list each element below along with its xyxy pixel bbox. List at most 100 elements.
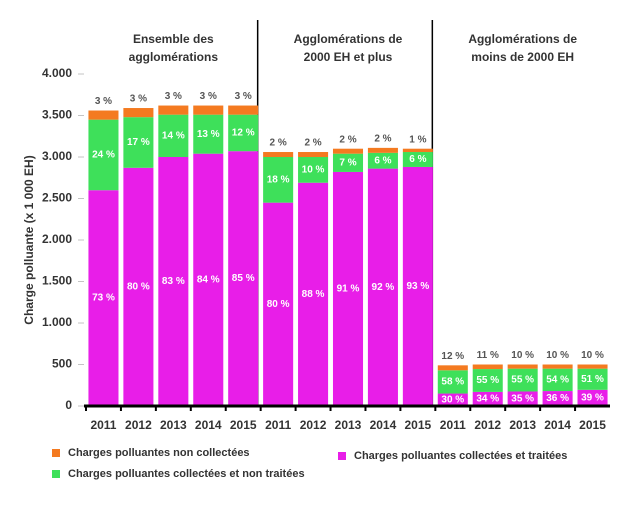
- y-tick-label: 500: [52, 357, 72, 371]
- bar-segment: [402, 166, 433, 406]
- bar-segment: [263, 152, 294, 157]
- x-tick-label: 2015: [579, 418, 606, 432]
- bar-segment: [577, 389, 608, 406]
- value-label: 36 %: [546, 393, 569, 404]
- y-tick-label: 1.500: [42, 274, 72, 288]
- value-label: 10 %: [511, 350, 534, 361]
- bar-segment: [507, 368, 538, 392]
- bar-segment: [158, 157, 189, 406]
- value-label: 18 %: [267, 174, 290, 185]
- value-label: 92 %: [372, 282, 395, 293]
- legend-swatch: [338, 452, 346, 460]
- group-label: Ensemble des: [133, 32, 214, 46]
- bar-segment: [367, 147, 398, 153]
- bar-segment: [542, 391, 573, 406]
- bar-segment: [263, 202, 294, 406]
- y-tick-label: 3.000: [42, 149, 72, 163]
- value-label: 10 %: [546, 350, 569, 361]
- value-label: 84 %: [197, 274, 220, 285]
- x-tick-label: 2013: [335, 418, 362, 432]
- x-tick-label: 2014: [370, 418, 397, 432]
- x-tick-label: 2013: [509, 418, 536, 432]
- y-tick-label: 3.500: [42, 108, 72, 122]
- x-tick-label: 2011: [440, 418, 466, 432]
- bar-segment: [158, 105, 189, 115]
- bar-segment: [472, 391, 503, 406]
- legend-swatch: [52, 449, 60, 457]
- bar-segment: [298, 182, 329, 406]
- value-label: 12 %: [232, 128, 255, 139]
- y-axis-label: Charge polluante (x 1 000 EH): [22, 155, 36, 324]
- value-label: 3 %: [200, 91, 217, 102]
- value-label: 10 %: [302, 165, 325, 176]
- value-label: 2 %: [374, 134, 391, 145]
- value-label: 54 %: [546, 374, 569, 385]
- x-tick-label: 2014: [195, 418, 222, 432]
- value-label: 11 %: [477, 350, 499, 361]
- value-label: 24 %: [92, 150, 115, 161]
- y-tick-label: 2.500: [42, 191, 72, 205]
- x-tick-label: 2013: [160, 418, 187, 432]
- y-tick-label: 1.000: [42, 315, 72, 329]
- value-label: 30 %: [441, 394, 464, 405]
- bar-segment: [123, 108, 154, 118]
- legend-label: Charges polluantes collectées et traitée…: [354, 450, 567, 462]
- bar-segment: [402, 152, 433, 167]
- value-label: 2 %: [270, 138, 287, 149]
- value-label: 10 %: [581, 350, 604, 361]
- x-tick-label: 2012: [125, 418, 152, 432]
- bar-segment: [577, 368, 608, 390]
- value-label: 80 %: [127, 282, 150, 293]
- group-label: Agglomérations de: [294, 32, 403, 46]
- bar-segment: [507, 391, 538, 406]
- value-label: 13 %: [197, 129, 220, 140]
- value-label: 83 %: [162, 276, 185, 287]
- bar-segment: [332, 153, 364, 172]
- value-label: 35 %: [511, 393, 534, 404]
- bar-segment: [158, 114, 189, 157]
- group-label: 2000 EH et plus: [304, 50, 393, 64]
- bar-segment: [472, 369, 503, 392]
- bar-segment: [123, 167, 154, 406]
- value-label: 1 %: [409, 134, 426, 145]
- value-label: 93 %: [406, 281, 429, 292]
- legend-swatch: [52, 470, 60, 478]
- bar-segment: [298, 157, 329, 183]
- value-label: 3 %: [130, 94, 147, 105]
- value-label: 51 %: [581, 374, 604, 385]
- value-label: 12 %: [441, 351, 464, 362]
- bar-segment: [332, 148, 364, 154]
- value-label: 85 %: [232, 273, 255, 284]
- value-label: 73 %: [92, 293, 115, 304]
- value-label: 2 %: [339, 134, 356, 145]
- value-label: 55 %: [476, 375, 499, 386]
- x-tick-label: 2011: [90, 418, 116, 432]
- x-tick-label: 2012: [300, 418, 327, 432]
- bar-segment: [88, 110, 119, 120]
- bar-segment: [472, 364, 503, 370]
- bar-segment: [542, 364, 573, 369]
- group-label: Agglomérations de: [468, 32, 577, 46]
- bar-segment: [437, 393, 468, 406]
- value-label: 88 %: [302, 289, 325, 300]
- value-label: 3 %: [95, 96, 112, 107]
- bar-segment: [123, 117, 154, 168]
- value-label: 58 %: [441, 377, 464, 388]
- bar-segment: [88, 190, 119, 406]
- value-label: 80 %: [267, 299, 290, 310]
- value-label: 17 %: [127, 137, 150, 148]
- bar-segment: [193, 153, 224, 406]
- bar-segment: [298, 152, 329, 157]
- bar-segment: [228, 151, 259, 406]
- value-label: 2 %: [304, 138, 321, 149]
- y-tick-label: 0: [65, 398, 72, 412]
- bar-segment: [507, 364, 538, 369]
- group-label: agglomérations: [129, 50, 219, 64]
- bar-segment: [577, 364, 608, 369]
- bar-segment: [88, 119, 119, 191]
- value-label: 91 %: [337, 284, 360, 295]
- bar-segment: [367, 168, 398, 406]
- bar-segment: [437, 370, 468, 394]
- legend-label: Charges polluantes collectées et non tra…: [68, 468, 305, 480]
